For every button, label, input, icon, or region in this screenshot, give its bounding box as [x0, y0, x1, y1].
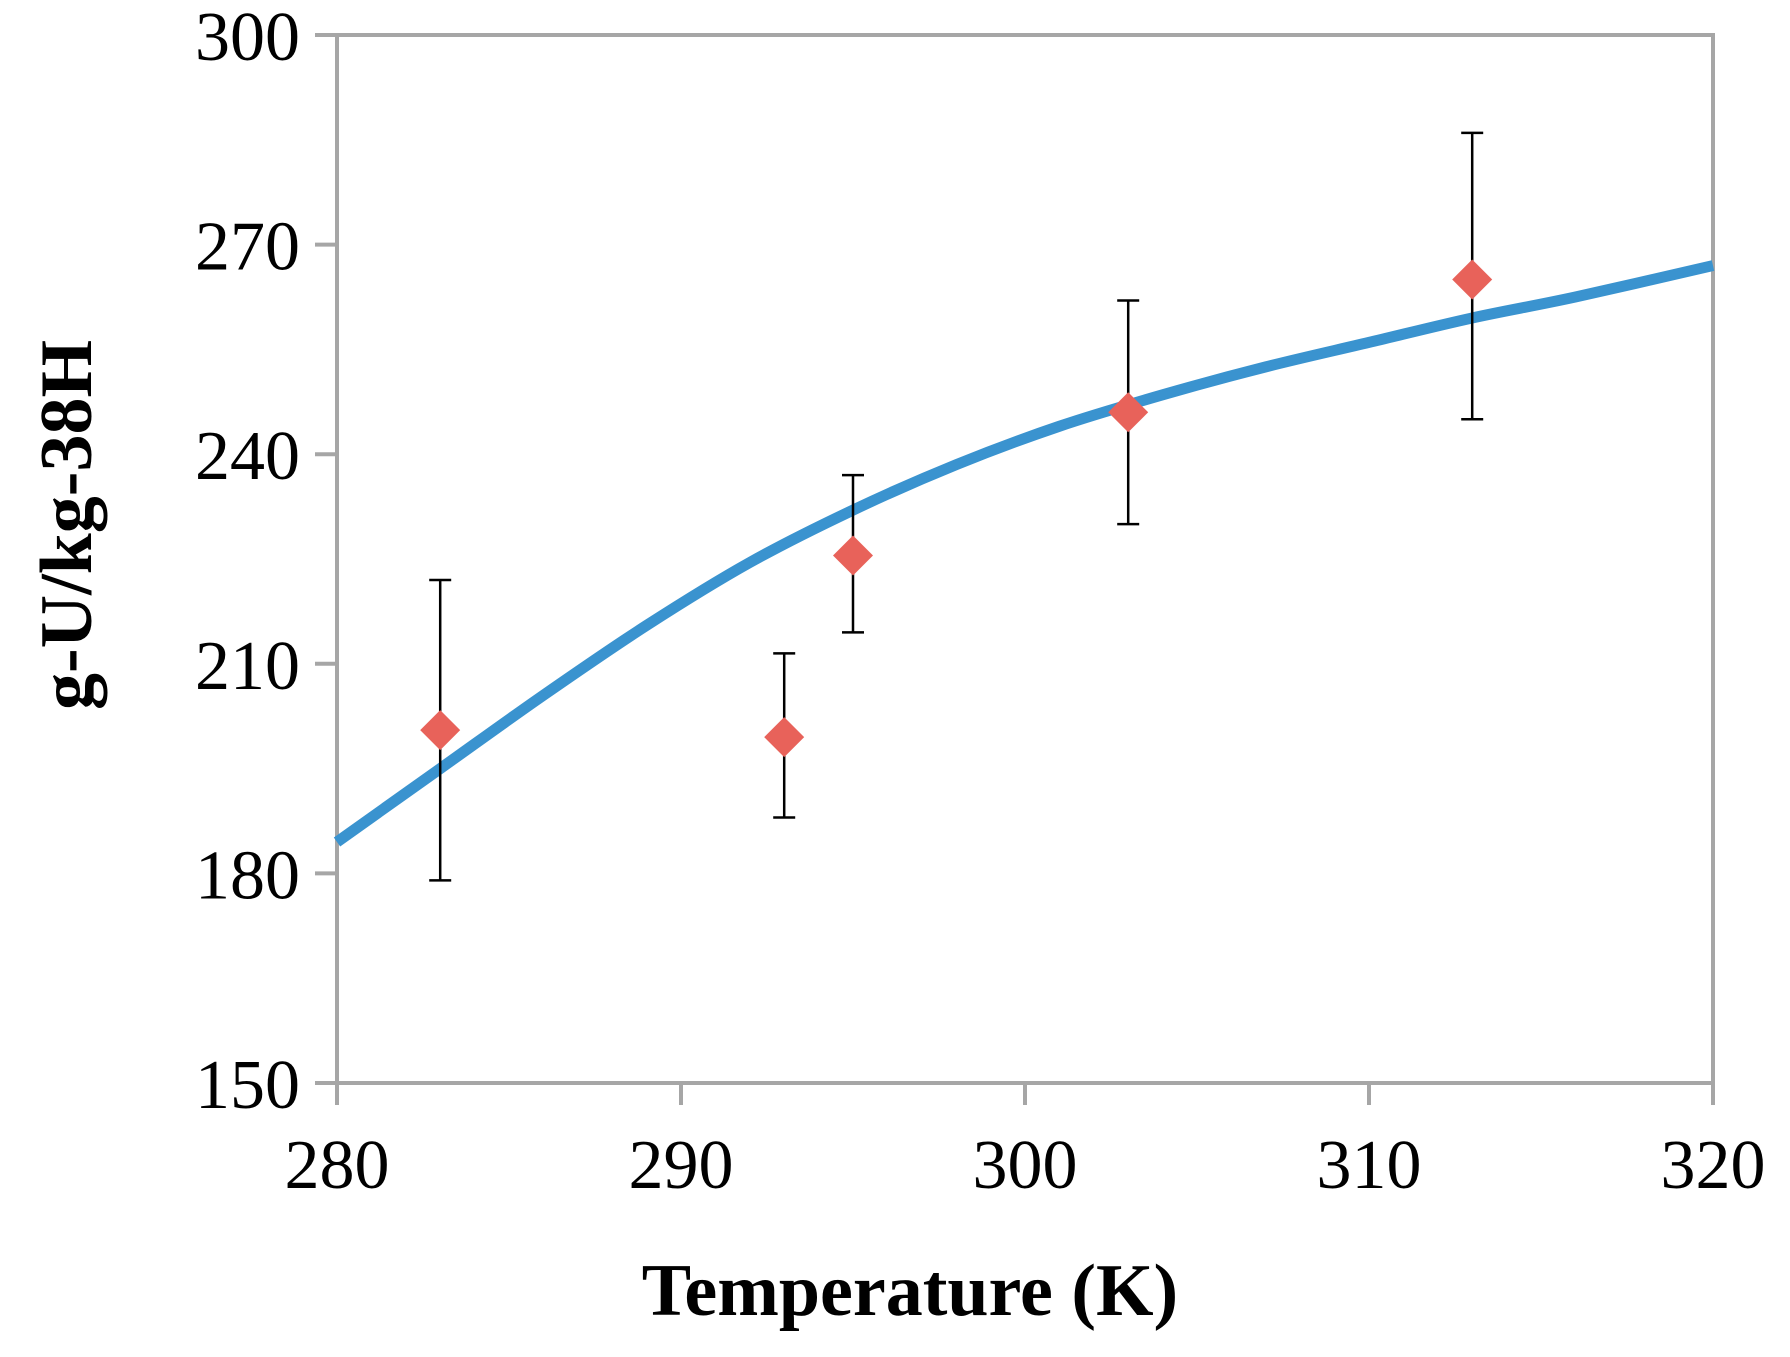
y-tick-label: 240: [195, 418, 300, 495]
x-axis-title: Temperature (K): [642, 1250, 1178, 1332]
y-tick-label: 150: [195, 1047, 300, 1124]
y-tick-label: 300: [195, 0, 300, 76]
y-tick-label: 180: [195, 837, 300, 914]
fit-curve: [333, 260, 1715, 847]
y-axis: 150 180 210 240 270 300: [195, 0, 337, 1124]
x-tick-label: 310: [1317, 1127, 1422, 1204]
plot-frame: [335, 33, 1715, 1085]
data-point: [764, 717, 805, 758]
plot-border: [335, 33, 1715, 1085]
x-tick-label: 280: [285, 1127, 390, 1204]
x-axis: 280 290 300 310 320: [285, 1083, 1766, 1204]
y-tick-label: 210: [195, 628, 300, 705]
data-point: [1108, 392, 1149, 433]
series-layer: [333, 131, 1715, 882]
data-point: [420, 710, 461, 751]
x-tick-label: 300: [973, 1127, 1078, 1204]
x-tick-label: 290: [629, 1127, 734, 1204]
data-point: [1452, 259, 1493, 300]
y-axis-title: g-U/kg-38H: [26, 340, 108, 710]
y-tick-label: 270: [195, 209, 300, 286]
x-tick-label: 320: [1661, 1127, 1766, 1204]
data-point: [833, 535, 873, 576]
